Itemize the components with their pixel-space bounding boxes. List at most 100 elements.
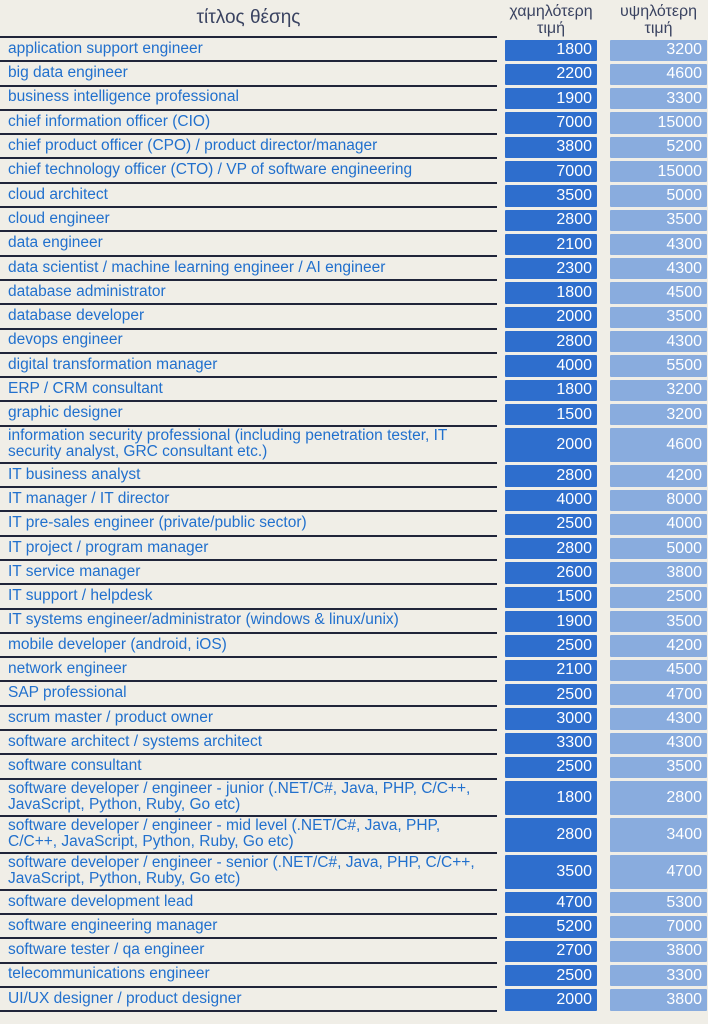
job-title-cell: data scientist / machine learning engine… xyxy=(0,257,497,281)
column-gap xyxy=(497,537,505,561)
highest-value-cell: 4500 xyxy=(610,659,707,681)
highest-value-cell: 3200 xyxy=(610,379,707,401)
lowest-value-cell: 2600 xyxy=(505,562,597,584)
lowest-value-cell: 2000 xyxy=(505,989,597,1011)
job-title-text: ERP / CRM consultant xyxy=(8,380,163,398)
table-row: cloud engineer 2800 3500 xyxy=(0,208,708,233)
lowest-value-cell: 2100 xyxy=(505,233,597,256)
job-title-text: software developer / engineer - junior (… xyxy=(8,779,471,814)
job-title-cell: ERP / CRM consultant xyxy=(0,378,497,403)
column-gap xyxy=(497,257,505,281)
job-title-cell: mobile developer (android, iOS) xyxy=(0,634,497,659)
column-gap xyxy=(597,658,610,682)
column-gap xyxy=(497,658,505,682)
table-row: IT support / helpdesk 1500 2500 xyxy=(0,585,708,610)
lowest-value-cell: 2500 xyxy=(505,965,597,987)
column-gap xyxy=(497,354,505,378)
lowest-value-cell: 2000 xyxy=(505,428,597,463)
job-title-cell: IT business analyst xyxy=(0,464,497,489)
job-title-cell: software consultant xyxy=(0,755,497,780)
highest-value-cell: 2500 xyxy=(610,586,707,609)
job-title-cell: telecommunications engineer xyxy=(0,964,497,988)
job-title-text: mobile developer (android, iOS) xyxy=(8,635,227,653)
column-gap xyxy=(597,330,610,354)
job-title-cell: software development lead xyxy=(0,891,497,915)
column-gap xyxy=(497,464,505,488)
job-title-cell: graphic designer xyxy=(0,402,497,427)
job-title-cell: software developer / engineer - junior (… xyxy=(0,780,497,817)
job-title-text: telecommunications engineer xyxy=(8,965,210,983)
column-gap xyxy=(497,988,505,1012)
column-gap xyxy=(497,38,505,62)
lowest-value-cell: 2500 xyxy=(505,756,597,779)
column-gap xyxy=(597,354,610,378)
table-row: software developer / engineer - junior (… xyxy=(0,780,708,817)
column-gap xyxy=(597,208,610,232)
column-gap xyxy=(497,135,505,159)
table-body: application support engineer 1800 3200 big … xyxy=(0,38,708,1013)
table-row: database developer 2000 3500 xyxy=(0,305,708,330)
highest-value-cell: 4300 xyxy=(610,258,707,280)
table-row: software developer / engineer - senior (… xyxy=(0,854,708,891)
job-title-cell: scrum master / product owner xyxy=(0,707,497,732)
lowest-value-cell: 2500 xyxy=(505,513,597,536)
lowest-value-cell: 4000 xyxy=(505,489,597,511)
table-row: information security professional (inclu… xyxy=(0,427,708,464)
column-gap xyxy=(497,585,505,609)
table-row: IT business analyst 2800 4200 xyxy=(0,464,708,489)
job-title-cell: information security professional (inclu… xyxy=(0,427,497,464)
column-gap xyxy=(497,87,505,111)
job-title-text: IT manager / IT director xyxy=(8,489,170,507)
highest-value-cell: 4700 xyxy=(610,855,707,890)
highest-value-cell: 15000 xyxy=(610,160,707,183)
column-gap xyxy=(497,964,505,988)
column-gap xyxy=(497,488,505,512)
job-title-text: IT service manager xyxy=(8,562,141,580)
column-gap xyxy=(497,184,505,208)
job-title-cell: network engineer xyxy=(0,658,497,683)
column-gap xyxy=(597,184,610,208)
job-title-cell: data engineer xyxy=(0,232,497,257)
column-gap xyxy=(597,537,610,561)
highest-value-cell: 4500 xyxy=(610,282,707,304)
lowest-value-cell: 2000 xyxy=(505,306,597,329)
job-title-text: IT project / program manager xyxy=(8,538,209,556)
highest-value-cell: 3400 xyxy=(610,818,707,853)
table-row: ERP / CRM consultant 1800 3200 xyxy=(0,378,708,403)
job-title-text: big data engineer xyxy=(8,64,128,82)
column-gap xyxy=(597,682,610,706)
lowest-value-cell: 1800 xyxy=(505,282,597,304)
highest-value-cell: 15000 xyxy=(610,112,707,134)
job-title-text: digital transformation manager xyxy=(8,355,218,373)
lowest-value-cell: 2800 xyxy=(505,538,597,560)
table-row: IT systems engineer/administrator (windo… xyxy=(0,610,708,634)
job-title-text: UI/UX designer / product designer xyxy=(8,989,242,1007)
column-gap xyxy=(597,305,610,329)
lowest-value-cell: 3300 xyxy=(505,732,597,754)
column-gap xyxy=(497,939,505,963)
table-row: chief technology officer (CTO) / VP of s… xyxy=(0,159,708,184)
lowest-value-cell: 2300 xyxy=(505,258,597,280)
job-title-text: software consultant xyxy=(8,757,142,775)
column-gap xyxy=(597,111,610,135)
table-row: IT pre-sales engineer (private/public se… xyxy=(0,512,708,537)
column-gap xyxy=(497,427,505,464)
table-row: software development lead 4700 5300 xyxy=(0,891,708,915)
column-gap xyxy=(497,232,505,256)
highest-value-cell: 4600 xyxy=(610,428,707,463)
column-gap xyxy=(597,257,610,281)
column-header-highest-value: υψηλότερη τιμή xyxy=(620,3,697,37)
job-title-text: graphic designer xyxy=(8,404,123,422)
highest-value-cell: 2800 xyxy=(610,781,707,816)
job-title-text: IT systems engineer/administrator (windo… xyxy=(8,611,399,629)
highest-value-cell: 4300 xyxy=(610,708,707,730)
column-gap xyxy=(597,988,610,1012)
column-gap xyxy=(597,427,610,464)
column-gap xyxy=(497,780,505,817)
table-row: cloud architect 3500 5000 xyxy=(0,184,708,209)
column-gap xyxy=(597,585,610,609)
job-title-text: software tester / qa engineer xyxy=(8,941,205,959)
table-row: digital transformation manager 4000 5500 xyxy=(0,354,708,379)
column-gap xyxy=(497,915,505,939)
job-title-text: devops engineer xyxy=(8,331,123,349)
